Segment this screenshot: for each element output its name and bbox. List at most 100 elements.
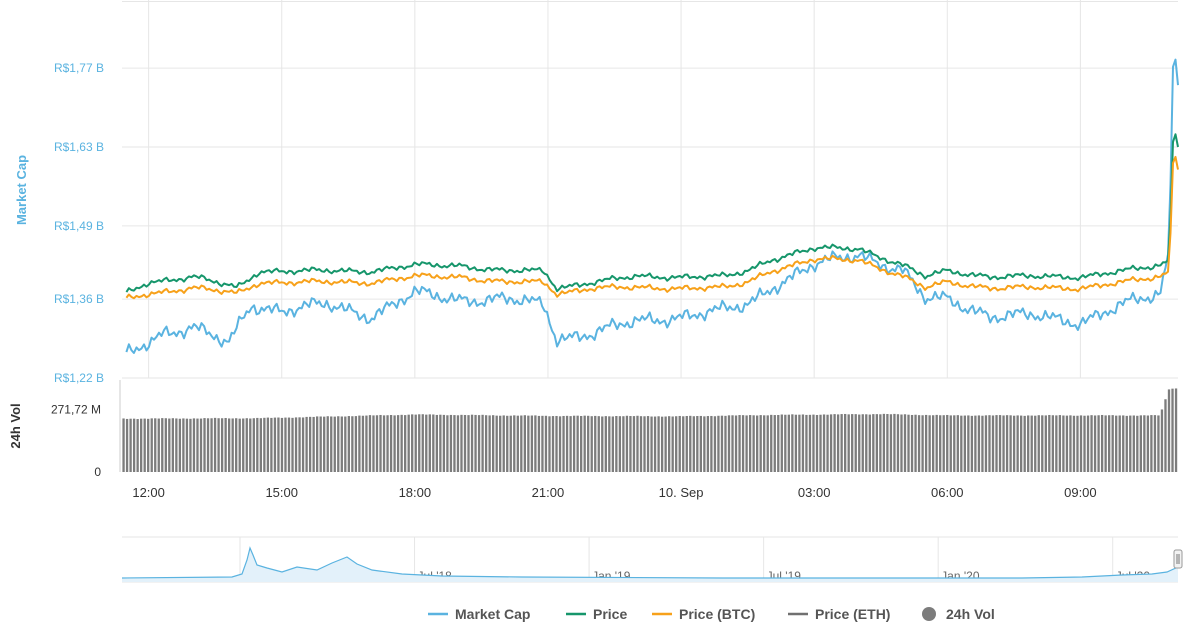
volume-bar [477, 415, 481, 472]
price-line [125, 133, 1179, 293]
volume-bar [551, 416, 555, 472]
volume-bar [886, 414, 889, 472]
volume-bar [991, 415, 995, 472]
volume-bar [643, 416, 646, 472]
volume-bar [1143, 415, 1146, 472]
volume-bar [763, 415, 766, 472]
volume-bar [558, 416, 562, 472]
volume-bar [555, 415, 558, 472]
series-lines [125, 58, 1179, 354]
volume-bar [1111, 415, 1114, 472]
volume-bar [664, 416, 667, 472]
volume-bar [203, 418, 206, 472]
volume-bar [822, 414, 826, 472]
volume-bar [699, 415, 702, 472]
volume-bar [689, 415, 692, 472]
volume-bars [122, 388, 1178, 472]
volume-bar [946, 414, 949, 472]
volume-bar [984, 415, 988, 472]
volume-bar [1150, 415, 1153, 472]
navigator-handle[interactable] [1173, 549, 1183, 569]
x-tick-label: 15:00 [265, 485, 298, 500]
volume-bar [851, 414, 854, 472]
volume-bar [727, 415, 731, 472]
volume-bar [509, 415, 512, 472]
price-btc-line [125, 155, 1179, 300]
volume-bar [368, 415, 372, 472]
volume-bar [1012, 415, 1016, 472]
grid-lines [119, 0, 1178, 472]
volume-bar [836, 414, 840, 472]
volume-bar [245, 418, 248, 472]
volume-bar [798, 414, 801, 472]
volume-bar [530, 415, 534, 472]
volume-bar [1100, 414, 1104, 472]
volume-bar [942, 415, 945, 472]
volume-bar [1041, 415, 1044, 472]
volume-bar [185, 418, 189, 472]
y-tick-label: R$1,63 B [54, 140, 104, 154]
volume-bar [1005, 415, 1009, 472]
volume-bar [594, 415, 597, 472]
legend-item-price[interactable]: Price [566, 606, 627, 622]
volume-bar [474, 414, 477, 472]
volume-bar [562, 415, 565, 472]
volume-bar [143, 418, 146, 472]
volume-bar [470, 414, 474, 472]
volume-bar [646, 416, 650, 472]
volume-bar [854, 414, 857, 472]
x-tick-label: 12:00 [132, 485, 165, 500]
y-tick-label: R$1,36 B [54, 292, 104, 306]
navigator-line [121, 546, 1179, 579]
volume-bar [196, 418, 199, 472]
volume-bar [513, 415, 516, 472]
volume-bar [347, 416, 350, 472]
volume-bar [896, 414, 900, 472]
volume-bar [414, 414, 417, 472]
volume-bar [748, 415, 752, 472]
volume-bar [741, 415, 745, 472]
legend-item-price-eth[interactable]: Price (ETH) [788, 606, 890, 622]
legend-item-price-btc[interactable]: Price (BTC) [652, 606, 755, 622]
volume-bar [189, 418, 192, 472]
volume-bar [404, 415, 407, 472]
volume-bar [252, 418, 255, 472]
volume-bar [889, 414, 893, 472]
volume-bar [988, 415, 991, 472]
volume-bar [636, 415, 639, 472]
volume-bar [844, 413, 847, 472]
volume-bar [1048, 414, 1051, 472]
volume-bar [534, 415, 537, 472]
volume-bar [653, 416, 657, 472]
volume-bar [171, 418, 174, 472]
volume-bar [639, 416, 643, 472]
volume-bar [998, 415, 1002, 472]
volume-bar [425, 414, 428, 472]
x-tick-label: 06:00 [931, 485, 964, 500]
volume-bar [294, 417, 298, 472]
legend-item-market-cap[interactable]: Market Cap [428, 606, 530, 622]
volume-bar [442, 414, 446, 472]
volume-bar [1027, 415, 1030, 472]
volume-bar [1129, 415, 1132, 472]
volume-bar [770, 414, 773, 472]
x-tick-label: 03:00 [798, 485, 831, 500]
x-axis: 12:00 15:00 18:00 21:00 10. Sep 03:00 06:00 09:… [132, 485, 1096, 500]
volume-bar [1097, 415, 1100, 472]
volume-bar [1139, 415, 1142, 472]
volume-bar [812, 414, 815, 472]
legend-item-volume[interactable]: 24h Vol [922, 606, 995, 622]
volume-bar [713, 416, 717, 472]
volume-bar [284, 417, 287, 472]
volume-bar [326, 416, 329, 472]
volume-bar [657, 416, 660, 472]
volume-bar [808, 414, 812, 472]
volume-bar [287, 417, 291, 472]
volume-bar [1086, 415, 1090, 472]
volume-bar [981, 415, 984, 472]
volume-bar [495, 415, 498, 472]
volume-bar [277, 417, 280, 472]
volume-bar [565, 415, 569, 472]
